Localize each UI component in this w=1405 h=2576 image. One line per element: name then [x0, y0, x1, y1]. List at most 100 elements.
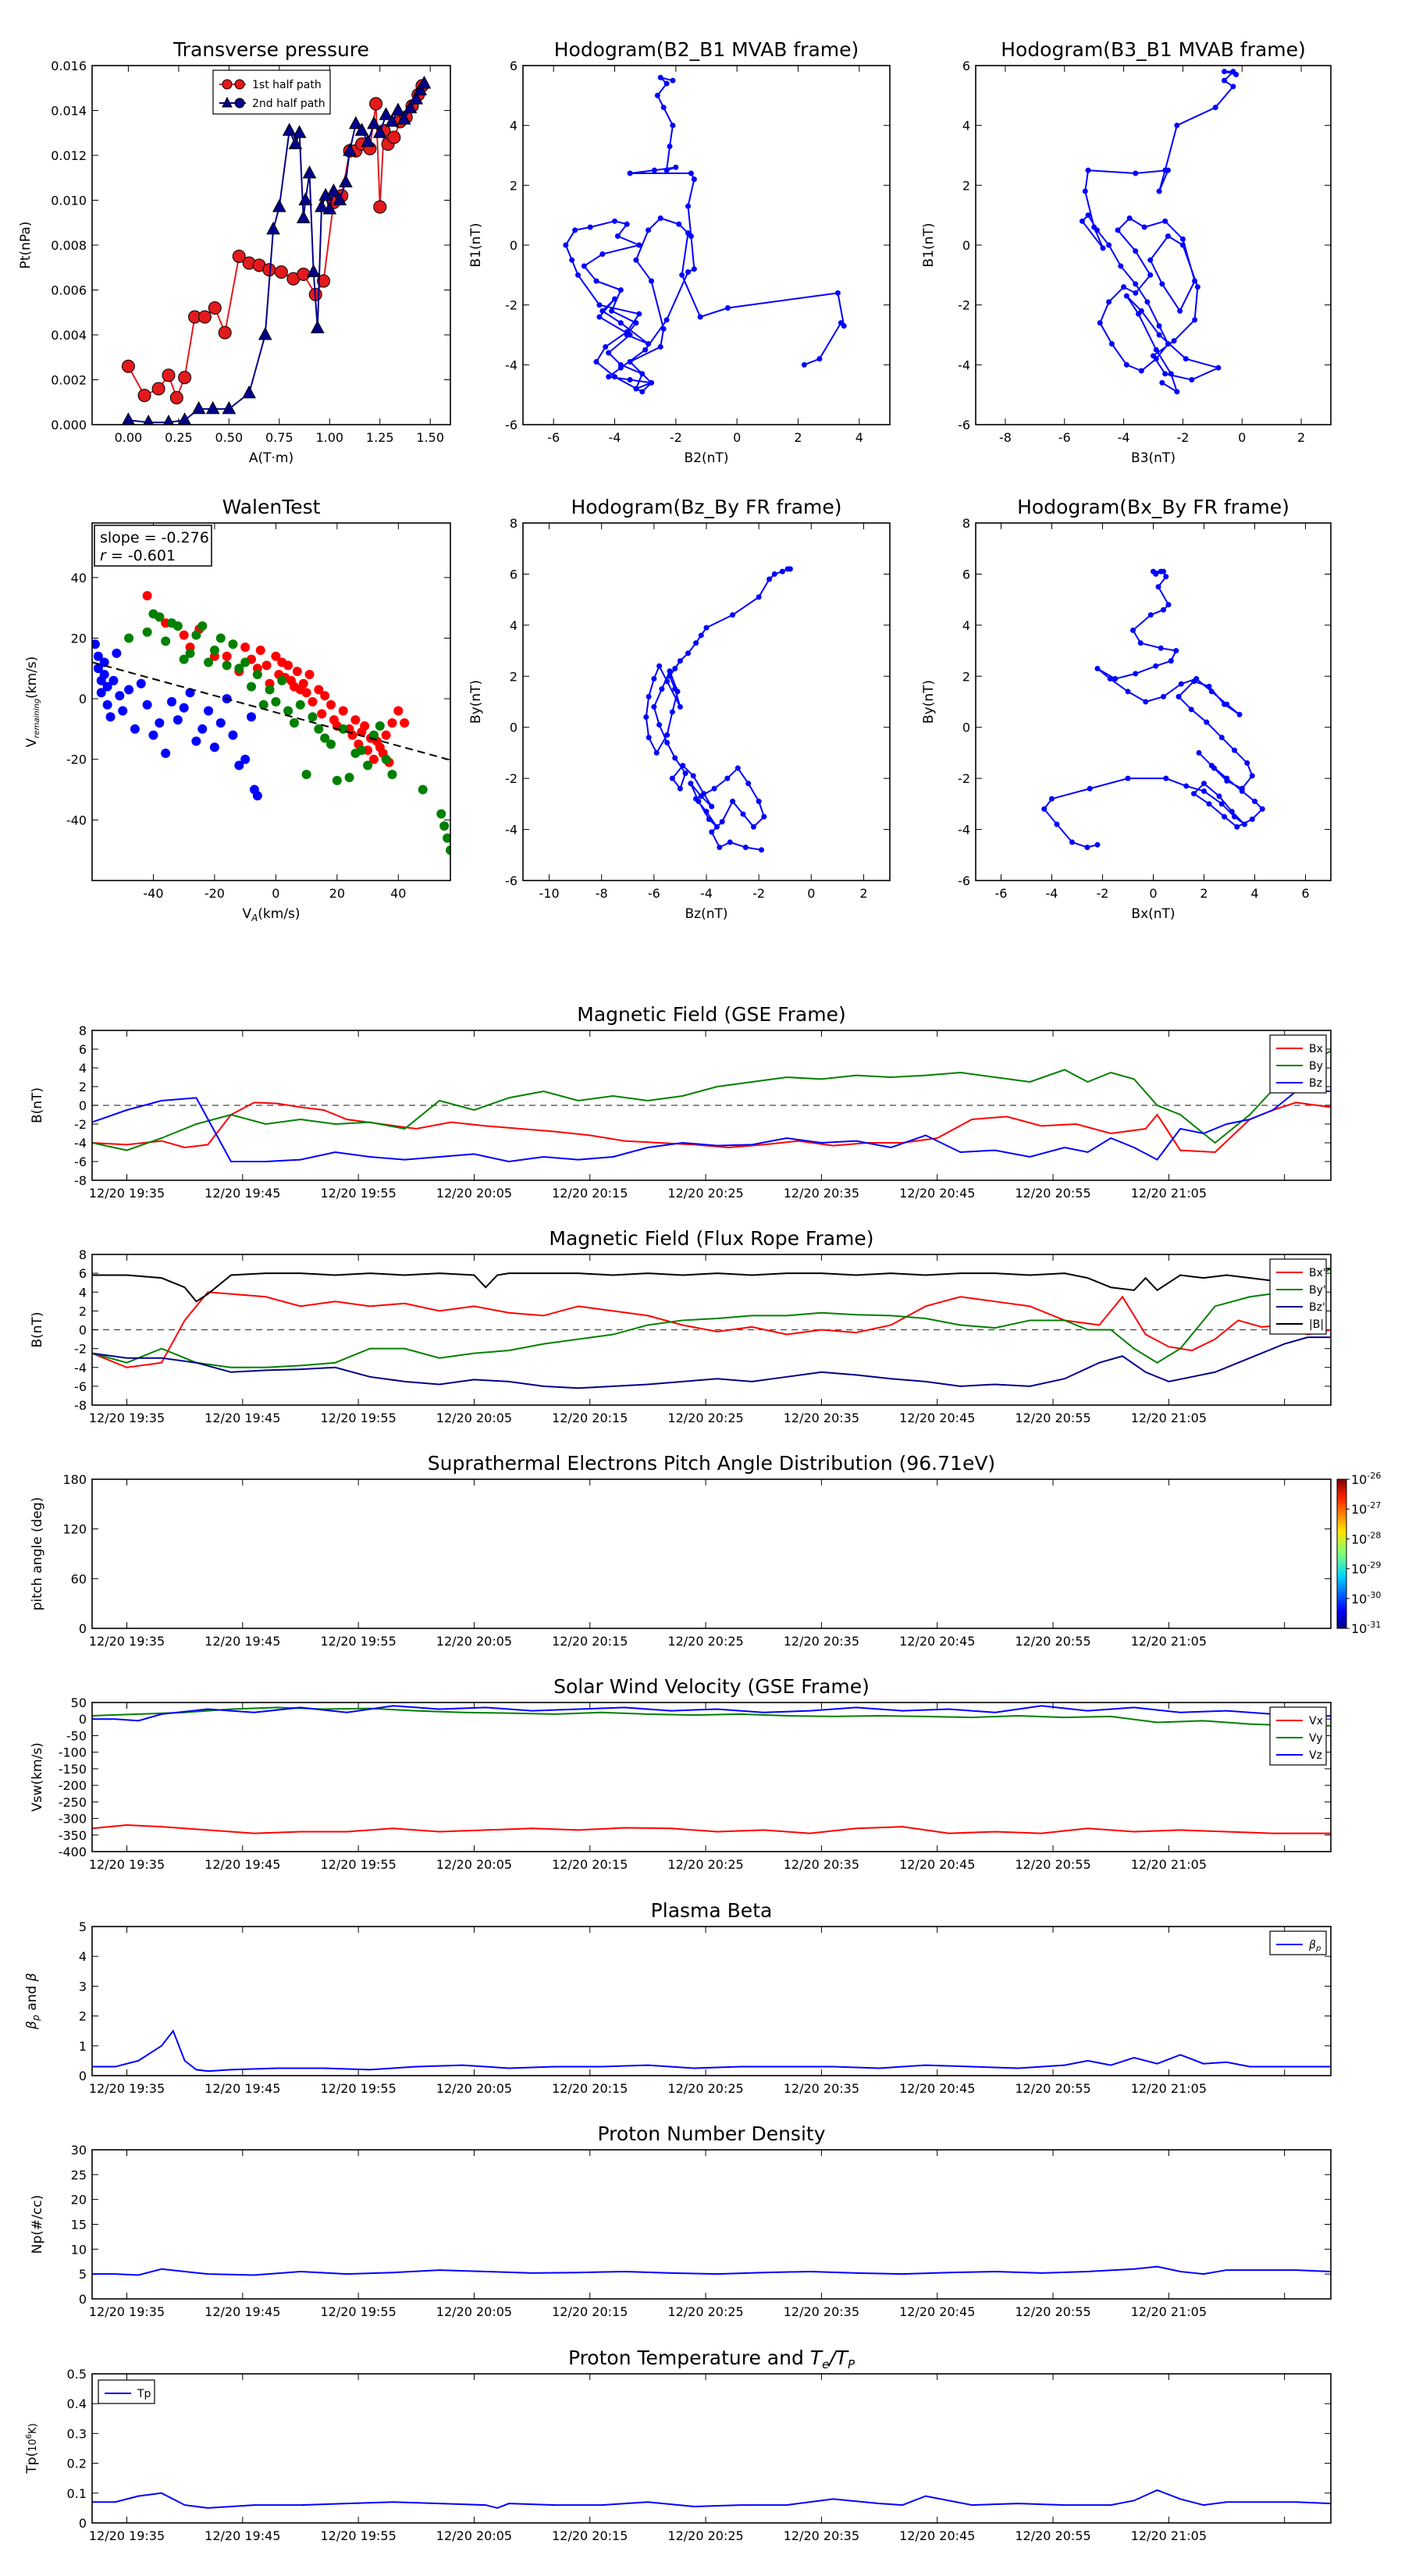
y-tick-label: 0 — [79, 1712, 87, 1727]
data-point — [1133, 671, 1139, 677]
data-point — [1155, 584, 1161, 590]
data-point — [232, 249, 246, 263]
data-point — [306, 264, 321, 277]
x-tick-label: 12/20 20:55 — [1015, 1411, 1090, 1425]
data-point — [669, 709, 675, 715]
x-tick-label: 0 — [272, 886, 279, 901]
data-point — [258, 699, 269, 710]
legend-frame — [212, 69, 331, 115]
y-tick-label: -6 — [505, 873, 518, 888]
y-tick-label: -400 — [59, 1845, 87, 1859]
y-tick-label: 0 — [79, 1621, 87, 1636]
plot-area — [1080, 69, 1240, 395]
data-point — [693, 795, 699, 802]
data-point — [258, 326, 272, 340]
y-tick-label: 4 — [79, 1285, 87, 1300]
data-point — [730, 612, 736, 618]
data-point — [1118, 263, 1124, 269]
colorbar-scale — [1336, 1478, 1347, 1629]
data-point — [124, 633, 134, 643]
axes-frame — [975, 522, 1332, 881]
data-point — [255, 646, 265, 656]
y-tick-label: 0 — [79, 1098, 87, 1113]
data-point — [1094, 227, 1100, 233]
data-point — [677, 658, 683, 664]
x-tick-label: 2 — [794, 430, 802, 445]
data-point — [1106, 242, 1112, 248]
x-tick-label: 40 — [390, 886, 406, 901]
data-point — [651, 704, 657, 710]
y-tick-label: -2 — [958, 771, 970, 786]
data-point — [155, 612, 165, 622]
y-tick-label: -250 — [59, 1795, 87, 1809]
data-point — [1236, 711, 1243, 717]
data-point — [691, 176, 697, 183]
y-tick-label: 4 — [79, 1061, 87, 1076]
y-tick-label: 0 — [79, 2069, 87, 2083]
x-axis-label: A(T·m) — [249, 450, 293, 466]
x-tick-label: 0 — [733, 430, 741, 445]
data-point — [1133, 290, 1139, 296]
data-point — [596, 302, 603, 308]
data-point — [163, 415, 174, 425]
x-tick-label: 12/20 20:15 — [552, 1634, 628, 1649]
data-point — [436, 809, 446, 819]
data-point — [228, 639, 238, 649]
data-point — [1162, 371, 1168, 377]
data-point — [633, 386, 639, 392]
data-point — [375, 721, 385, 731]
data-point — [93, 651, 103, 661]
data-point — [222, 651, 232, 661]
data-point — [1232, 813, 1237, 820]
x-tick-label: 1.00 — [315, 430, 343, 445]
data-point — [240, 754, 251, 764]
data-point — [1204, 719, 1210, 725]
data-point — [1085, 212, 1091, 219]
data-point — [730, 799, 736, 805]
y-tick-label: -350 — [59, 1828, 87, 1843]
data-point — [1174, 389, 1180, 395]
data-point — [669, 775, 675, 781]
x-tick-label: 12/20 21:05 — [1131, 2528, 1207, 2543]
data-point — [142, 627, 152, 637]
data-point — [593, 278, 599, 284]
data-point — [685, 203, 691, 209]
data-point — [93, 664, 103, 674]
data-point — [1100, 245, 1106, 251]
data-point — [575, 272, 581, 278]
data-point — [360, 721, 370, 731]
x-tick-label: 12/20 19:55 — [320, 1411, 396, 1425]
x-tick-label: 12/20 20:35 — [784, 2304, 859, 2319]
x-tick-label: 12/20 20:35 — [784, 2081, 859, 2096]
x-tick-label: 6 — [1301, 886, 1309, 901]
series-line — [1081, 70, 1236, 394]
data-point — [664, 732, 670, 738]
data-point — [1192, 317, 1198, 323]
series-line — [92, 1336, 1331, 1389]
data-point — [756, 799, 762, 805]
data-point — [1232, 747, 1237, 753]
y-tick-label: 6 — [79, 1266, 87, 1281]
data-point — [685, 269, 691, 275]
axes-frame — [91, 2373, 1332, 2524]
data-point — [1234, 824, 1240, 830]
data-point — [784, 566, 791, 572]
colorbar-label: 10-29 — [1351, 1560, 1381, 1577]
data-point — [614, 233, 621, 239]
x-tick-label: 12/20 20:45 — [899, 2081, 975, 2096]
x-tick-label: 12/20 19:55 — [320, 1186, 396, 1201]
data-point — [685, 230, 691, 237]
legend: 1st half path 2nd half path — [212, 69, 331, 115]
x-tick-label: 2 — [1297, 430, 1305, 445]
chart-title: Hodogram(B2_B1 MVAB frame) — [554, 38, 859, 61]
data-point — [697, 314, 703, 320]
x-tick-label: -4 — [700, 886, 713, 901]
data-point — [767, 576, 773, 582]
y-tick-label: 4 — [962, 618, 970, 633]
data-point — [1151, 353, 1156, 359]
data-point — [1177, 308, 1183, 314]
data-point — [1201, 781, 1207, 787]
data-point — [368, 754, 379, 764]
x-axis-label: Bx(nT) — [1131, 906, 1175, 922]
